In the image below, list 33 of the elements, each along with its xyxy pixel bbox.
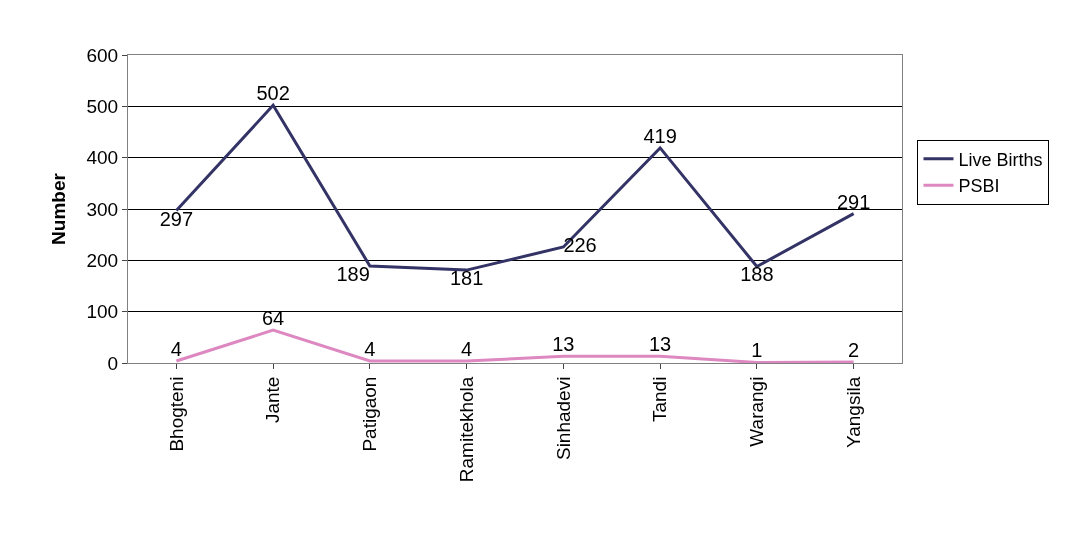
x-tick-label: Sinhadevi [552,376,574,461]
data-label: 291 [836,190,871,213]
data-label: 13 [649,333,672,356]
data-label: 181 [449,267,484,290]
y-tick-label: 0 [107,352,119,374]
y-tick-label: 200 [86,249,119,271]
y-tick-label: 500 [86,95,119,117]
data-label: 188 [740,263,774,286]
data-label: 1 [751,339,763,362]
x-tick-label: Bhogteni [165,376,187,452]
y-tick-label: 600 [86,44,119,66]
legend-label: Live Births [958,149,1043,170]
y-tick-label: 400 [86,147,119,169]
data-label: 13 [552,333,575,356]
x-tick-label: Warangi [746,376,768,447]
data-label: 189 [336,262,370,285]
x-tick-label: Ramitekhola [455,376,477,483]
data-label: 419 [643,124,677,147]
data-label: 4 [364,337,376,360]
data-label: 4 [170,337,182,360]
data-label: 4 [461,337,473,360]
x-tick-label: Tandi [649,376,671,423]
data-label: 502 [256,82,290,105]
legend-label: PSBI [958,176,1000,197]
data-label: 226 [563,233,597,256]
y-tick-label: 300 [86,198,119,220]
y-tick-label: 100 [86,301,119,323]
x-tick-label: Jante [262,376,284,424]
data-label: 2 [848,338,860,361]
x-tick-label: Yangsila [842,376,864,449]
x-tick-label: Patigaon [359,376,381,452]
data-label: 297 [159,207,194,230]
y-axis-title: Number [48,172,70,245]
